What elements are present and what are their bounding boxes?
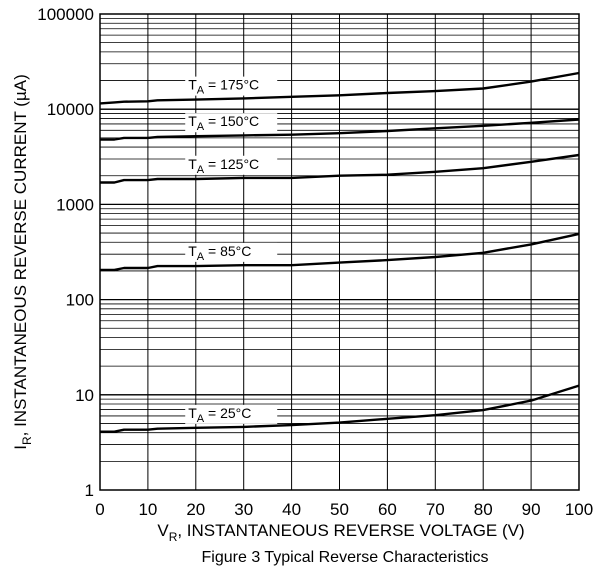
figure-caption: Figure 3 Typical Reverse Characteristics — [202, 549, 489, 566]
series-label: TA = 125°C — [188, 156, 259, 176]
series-label: TA = 85°C — [188, 243, 251, 263]
series-label-background — [185, 113, 278, 133]
x-tick-label: 0 — [95, 500, 104, 519]
x-tick-label: 100 — [565, 500, 593, 519]
x-tick-label: 70 — [426, 500, 445, 519]
y-axis-title: IR, INSTANTANEOUS REVERSE CURRENT (µA) — [11, 74, 34, 450]
series-labels: TA = 175°C TA = 150°C TA = 125°C TA = 85°C T… — [185, 76, 278, 425]
y-tick-label: 1000 — [56, 195, 94, 214]
x-tick-labels: 0 10 20 30 40 50 60 70 80 90 100 — [95, 500, 593, 519]
x-tick-label: 20 — [186, 500, 205, 519]
series-line — [100, 153, 580, 184]
y-tick-label: 100 — [66, 291, 94, 310]
x-tick-label: 10 — [138, 500, 157, 519]
y-tick-label: 100000 — [37, 5, 94, 24]
series-label: TA = 150°C — [188, 113, 259, 133]
x-tick-label: 90 — [522, 500, 541, 519]
series-label-background — [185, 404, 278, 424]
y-tick-label: 10000 — [47, 100, 94, 119]
series-line — [99, 71, 580, 105]
series-label-background — [185, 155, 278, 175]
series-label: TA = 25°C — [188, 405, 251, 425]
series-label-background — [185, 76, 278, 96]
series-label-background — [185, 242, 278, 262]
y-tick-labels: 1 10 100 1000 10000 100000 — [37, 5, 94, 500]
series-label: TA = 175°C — [188, 77, 259, 97]
y-tick-label: 1 — [85, 481, 94, 500]
series-lines — [99, 71, 580, 433]
series-line — [100, 232, 580, 272]
x-tick-label: 50 — [330, 500, 349, 519]
x-tick-label: 30 — [234, 500, 253, 519]
y-tick-label: 10 — [75, 386, 94, 405]
x-axis-title: VR, INSTANTANEOUS REVERSE VOLTAGE (V) — [157, 521, 524, 544]
x-tick-label: 80 — [474, 500, 493, 519]
x-tick-label: 40 — [282, 500, 301, 519]
series-line — [100, 384, 580, 433]
plot-frame — [99, 13, 580, 491]
series-line — [100, 118, 580, 141]
x-tick-label: 60 — [378, 500, 397, 519]
